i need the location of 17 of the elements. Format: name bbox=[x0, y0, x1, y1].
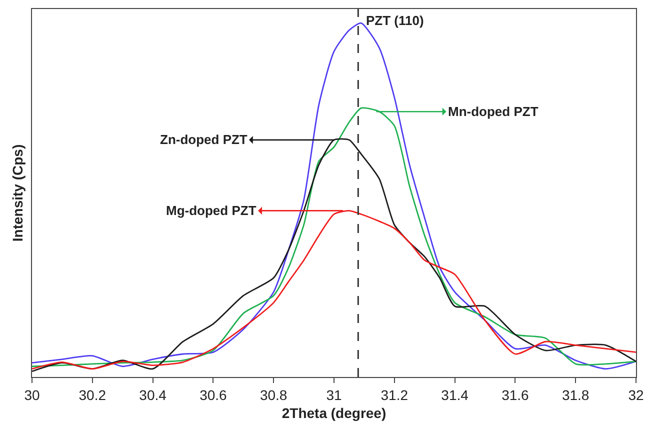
annotation: Zn-doped PZT bbox=[160, 132, 248, 147]
x-tick-label: 30.6 bbox=[200, 386, 228, 403]
ref-line-label: PZT (110) bbox=[366, 13, 424, 28]
x-tick-label: 32 bbox=[628, 386, 644, 403]
annotation: Mg-doped PZT bbox=[166, 203, 256, 218]
x-tick-label: 30 bbox=[24, 386, 40, 403]
x-tick-label: 31.2 bbox=[380, 386, 408, 403]
x-tick-label: 31.8 bbox=[562, 386, 590, 403]
y-axis-title: Intensity (Cps) bbox=[10, 144, 26, 242]
x-tick-label: 30.8 bbox=[260, 386, 288, 403]
x-axis-title: 2Theta (degree) bbox=[282, 405, 386, 422]
annotation: Mn-doped PZT bbox=[448, 104, 538, 119]
x-tick-label: 30.2 bbox=[78, 386, 106, 403]
x-tick-label: 31.4 bbox=[441, 386, 469, 403]
x-tick-label: 31 bbox=[326, 386, 342, 403]
x-tick-label: 31.6 bbox=[502, 386, 530, 403]
x-tick-label: 30.4 bbox=[139, 386, 167, 403]
